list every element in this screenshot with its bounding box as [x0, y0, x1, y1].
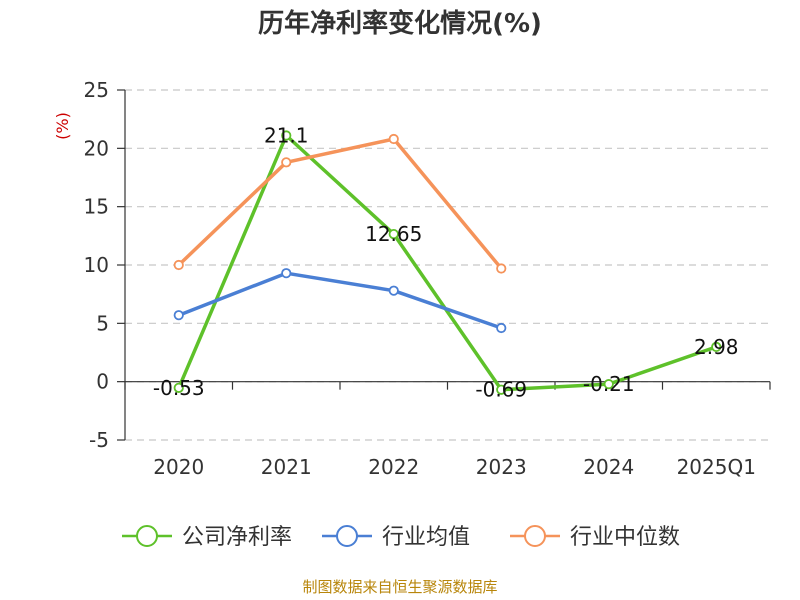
- legend-item: 行业均值: [322, 525, 470, 550]
- data-label: -0.53: [153, 376, 205, 400]
- x-tick-label: 2024: [583, 455, 634, 479]
- y-tick-label: 25: [84, 78, 109, 102]
- data-point: [175, 311, 183, 319]
- data-point: [390, 286, 398, 294]
- data-point: [282, 269, 290, 277]
- y-tick-label: -5: [89, 428, 109, 452]
- legend-marker: [525, 526, 545, 546]
- y-tick-label: 0: [96, 370, 109, 394]
- data-point: [497, 324, 505, 332]
- y-axis-unit: (%): [53, 112, 72, 140]
- x-tick-label: 2023: [476, 455, 527, 479]
- data-labels: -0.53 21.1 12.65 -0.69 -0.21 2.98: [153, 124, 739, 402]
- legend-marker: [337, 526, 357, 546]
- data-point: [390, 135, 398, 143]
- x-tick-labels: 2020 2021 2022 2023 2024 2025Q1: [153, 455, 756, 479]
- series-lines: [175, 131, 721, 394]
- y-tick-label: 15: [84, 195, 109, 219]
- x-tick-label: 2020: [153, 455, 204, 479]
- series-0: [175, 131, 721, 394]
- legend: 公司净利率 行业均值 行业中位数: [122, 525, 680, 550]
- legend-label: 行业中位数: [570, 525, 680, 550]
- data-label: 12.65: [365, 222, 422, 246]
- data-point: [497, 264, 505, 272]
- y-tick-labels: -5 0 5 10 15 20 25: [84, 78, 109, 452]
- legend-label: 行业均值: [382, 525, 470, 550]
- legend-label: 公司净利率: [182, 525, 292, 550]
- data-label: -0.69: [475, 378, 527, 402]
- series-2: [175, 135, 506, 273]
- y-tick-label: 20: [84, 136, 109, 160]
- x-tick-label: 2021: [261, 455, 312, 479]
- series-line: [179, 136, 717, 390]
- y-tick-label: 5: [96, 311, 109, 335]
- data-label: 2.98: [694, 335, 739, 359]
- x-tick-label: 2022: [368, 455, 419, 479]
- chart-title: 历年净利率变化情况(%): [258, 8, 542, 39]
- source-note: 制图数据来自恒生聚源数据库: [302, 578, 497, 596]
- data-point: [175, 261, 183, 269]
- legend-item: 公司净利率: [122, 525, 292, 550]
- data-point: [282, 158, 290, 166]
- legend-marker: [137, 526, 157, 546]
- y-tick-label: 10: [84, 253, 109, 277]
- x-tick-label: 2025Q1: [677, 455, 756, 479]
- data-label: -0.21: [583, 372, 635, 396]
- legend-item: 行业中位数: [510, 525, 680, 550]
- series-line: [179, 139, 502, 269]
- data-label: 21.1: [264, 124, 309, 148]
